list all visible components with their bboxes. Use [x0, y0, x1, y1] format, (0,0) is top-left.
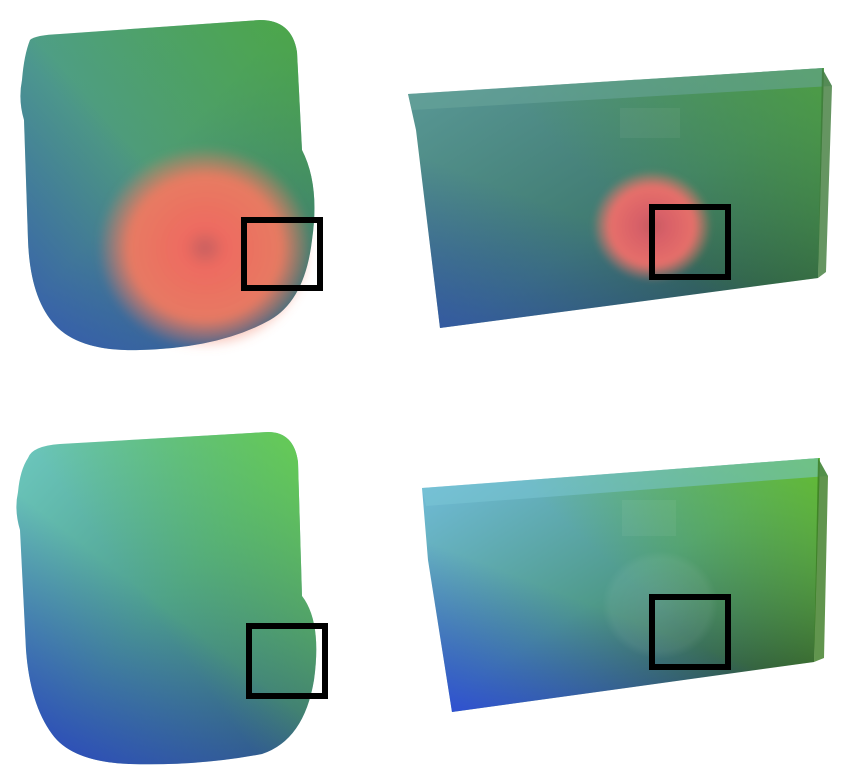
red-blob [97, 146, 313, 350]
panel-bottom-right [422, 410, 860, 767]
panel-top-left [0, 0, 430, 380]
marker-square [241, 217, 323, 291]
box-with-highlight [408, 68, 832, 328]
panel-top-right [408, 0, 860, 380]
panel-bottom-left [0, 410, 430, 767]
box [422, 458, 828, 712]
rounded-shape [16, 432, 328, 765]
marker-square [649, 594, 731, 670]
ghost-circle [602, 551, 718, 659]
rounded-shape-with-highlight [20, 20, 323, 351]
marker-square [246, 623, 328, 699]
marker-square [649, 204, 731, 280]
ghost-top [622, 500, 676, 536]
